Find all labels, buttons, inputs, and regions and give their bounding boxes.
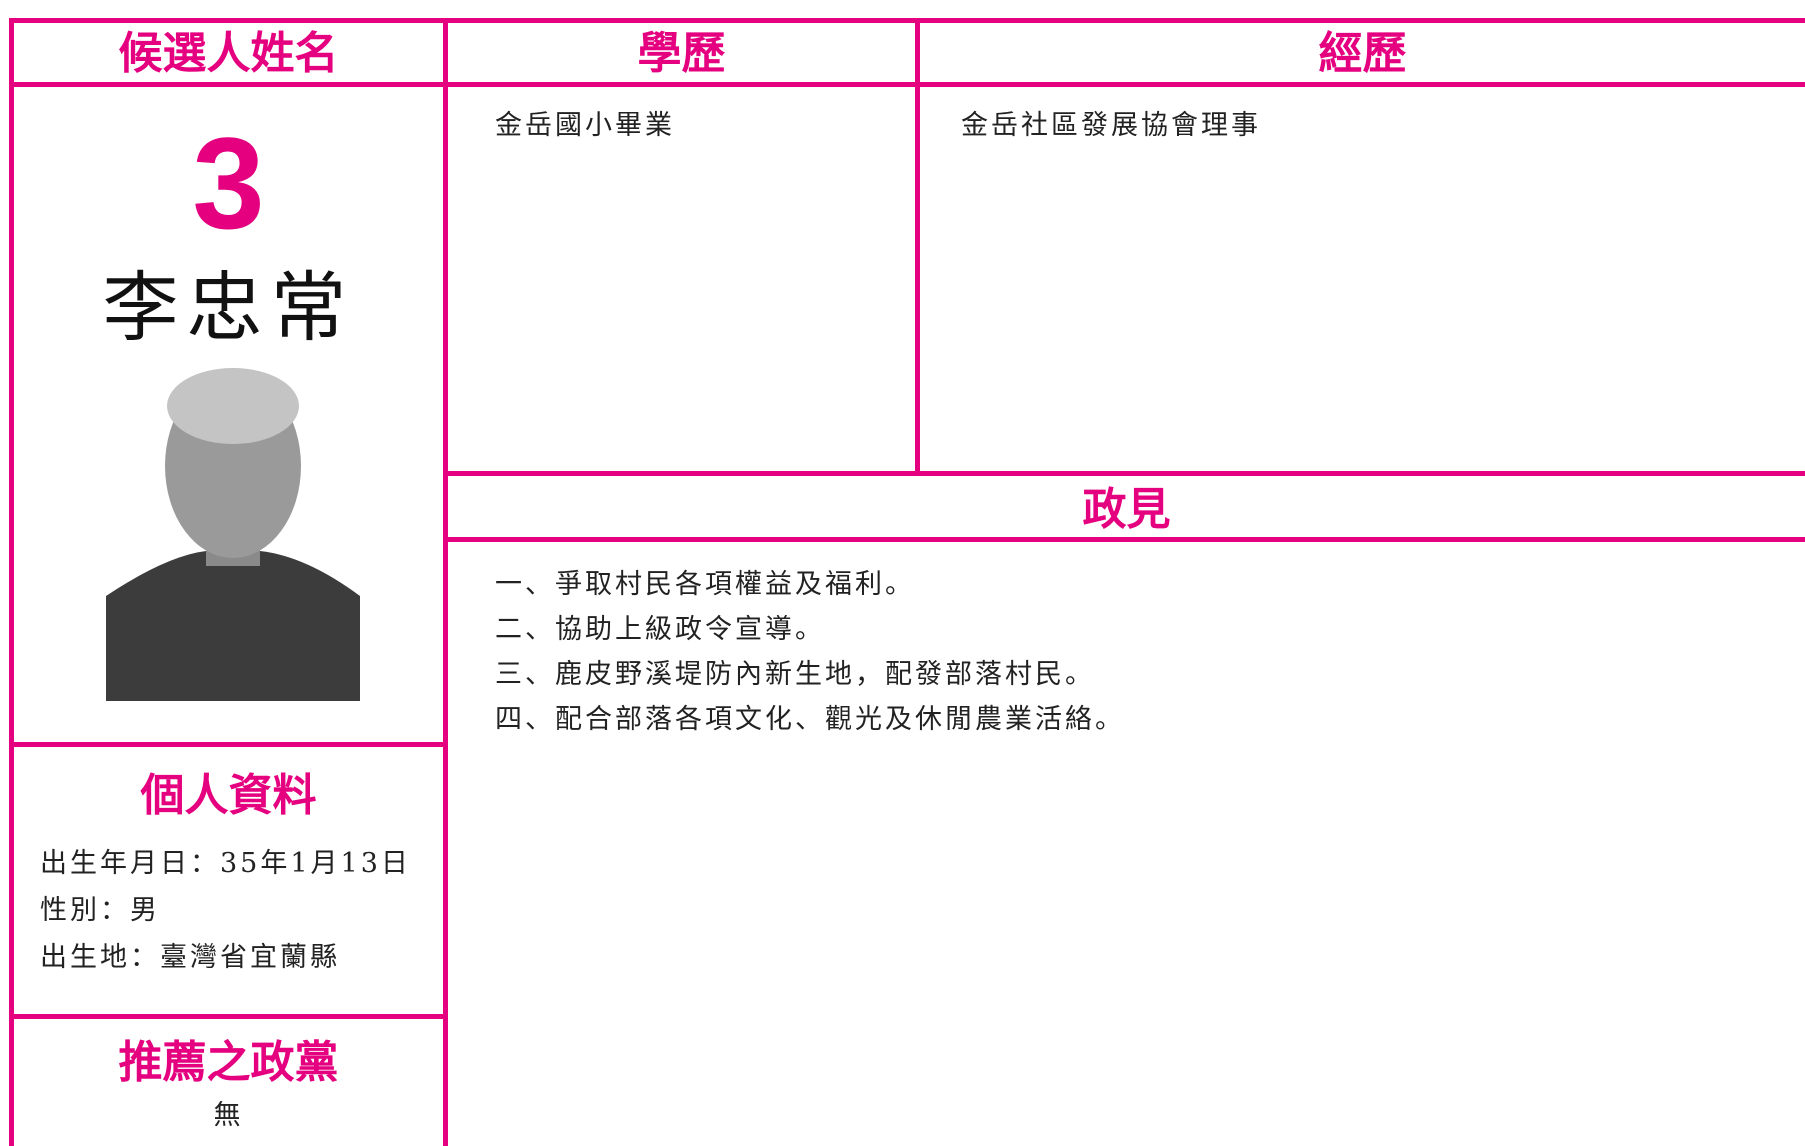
- policy-item: 一、爭取村民各項權益及福利。: [495, 569, 915, 600]
- header: 政見: [1082, 484, 1171, 535]
- border: [9, 82, 1805, 87]
- education-item: 金岳國小畢業: [495, 110, 675, 141]
- border: [443, 471, 1805, 476]
- header: 候選人姓名: [118, 28, 339, 79]
- border: [443, 537, 1805, 542]
- info-line: 出生地：臺灣省宜蘭縣: [40, 942, 340, 973]
- border: [915, 18, 920, 476]
- header: 學歷: [637, 28, 726, 79]
- border: [9, 742, 445, 747]
- header: 經歷: [1318, 28, 1407, 79]
- policy-item: 四、配合部落各項文化、觀光及休閒農業活絡。: [495, 704, 1125, 735]
- policy-item: 二、協助上級政令宣導。: [495, 614, 825, 645]
- info-line: 出生年月日：35年1月13日: [40, 848, 411, 879]
- policy-item: 三、鹿皮野溪堤防內新生地，配發部落村民。: [495, 659, 1095, 690]
- border: [9, 1014, 445, 1019]
- experience-item: 金岳社區發展協會理事: [961, 110, 1261, 141]
- info-line: 性別：男: [40, 895, 160, 926]
- candidate-photo: [106, 366, 360, 701]
- candidate-name: 李忠常: [102, 263, 355, 352]
- border: [9, 18, 1805, 23]
- header: 推薦之政黨: [118, 1037, 339, 1088]
- border: [443, 18, 448, 1146]
- border: [9, 18, 14, 1146]
- candidate-number: 3: [192, 110, 265, 256]
- party-value: 無: [213, 1100, 244, 1131]
- header: 個人資料: [140, 770, 317, 821]
